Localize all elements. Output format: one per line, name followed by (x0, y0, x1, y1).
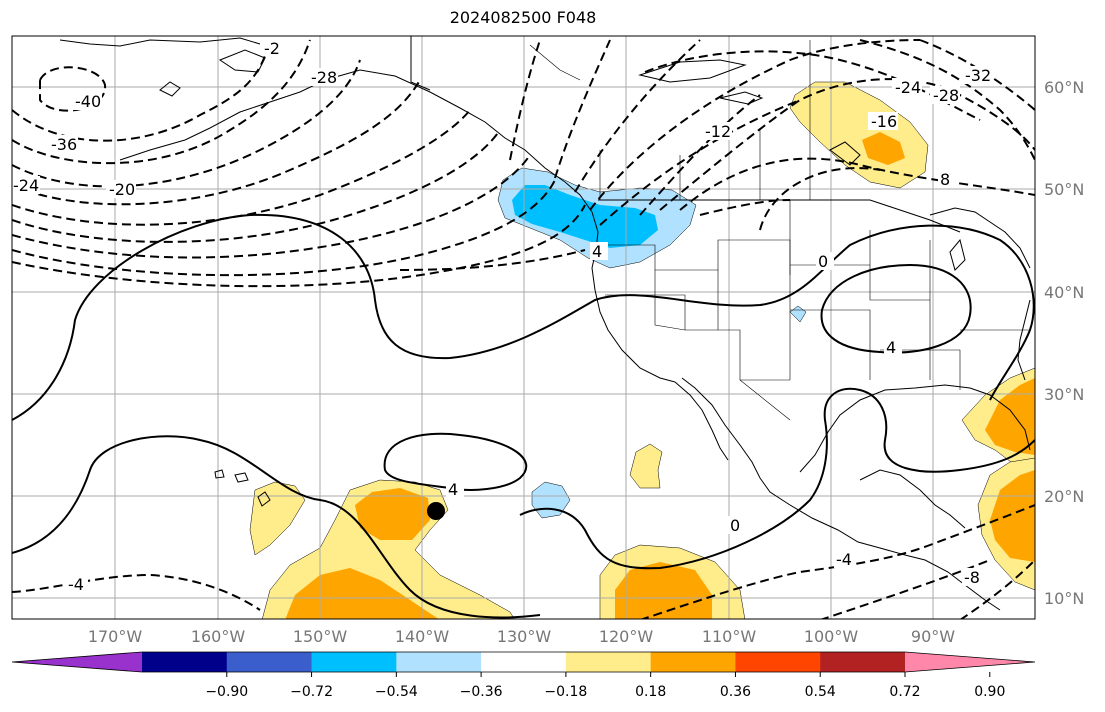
lon-label: 90°W (911, 627, 955, 646)
svg-text:12: 12 (705, 128, 725, 147)
colorbar-segment (226, 652, 313, 672)
lat-label: 20°N (1044, 487, 1084, 506)
colorbar-tick-label: 0.54 (805, 684, 836, 700)
lat-label: 30°N (1044, 385, 1084, 404)
colorbar-tick-label: −0.90 (205, 684, 248, 700)
colorbar-tick-label: 0.36 (720, 684, 751, 700)
svg-text:4: 4 (592, 242, 602, 261)
lon-label: 140°W (395, 627, 450, 646)
svg-text:4: 4 (886, 338, 896, 357)
colorbar-segment (820, 652, 906, 672)
lat-label: 40°N (1044, 283, 1084, 302)
colorbar-tick-label: −0.72 (290, 684, 333, 700)
latitude-axis: 10°N 20°N 30°N 40°N 50°N 60°N (1044, 78, 1084, 608)
solid-contours (12, 213, 1035, 619)
svg-text:-8: -8 (964, 568, 980, 587)
svg-text:-28: -28 (311, 68, 337, 87)
colorbar-tick-label: 0.18 (635, 684, 666, 700)
svg-text:-36: -36 (51, 135, 77, 154)
state-borders (529, 40, 1030, 421)
colorbar-tick-label: 0.90 (974, 684, 1005, 700)
svg-text:-16: -16 (871, 112, 897, 131)
colorbar-tick-label: −0.54 (375, 684, 418, 700)
colorbar-segment (311, 652, 397, 672)
colorbar-tick-label: −0.36 (460, 684, 503, 700)
graticule (12, 36, 1035, 619)
svg-text:-4: -4 (68, 575, 84, 594)
svg-text:-32: -32 (965, 66, 991, 85)
lon-label: 130°W (497, 627, 552, 646)
svg-text:-12: -12 (705, 122, 731, 141)
map-title: 2024082500 F048 (449, 8, 597, 27)
contour-labels: -40 -36 -24 -20 -28 -2 -12 -16 -24 -28 -… (12, 39, 992, 594)
colorbar-segment (142, 652, 228, 672)
colorbar-tick-label: 0.72 (889, 684, 920, 700)
longitude-axis: 170°W 160°W 150°W 140°W 130°W 120°W 110°… (88, 627, 955, 646)
colorbar-extend-high (905, 652, 1035, 672)
svg-text:-24: -24 (895, 78, 921, 97)
colorbar-segment (650, 652, 736, 672)
lat-label: 50°N (1044, 180, 1084, 199)
lon-label: 110°W (702, 627, 757, 646)
svg-text:-40: -40 (75, 92, 101, 111)
lat-label: 60°N (1044, 78, 1084, 97)
colorbar-segment (565, 652, 652, 672)
svg-text:0: 0 (730, 516, 740, 535)
colorbar-outline (11, 651, 1036, 673)
svg-text:-2: -2 (264, 39, 280, 58)
svg-text:4: 4 (448, 480, 458, 499)
coastlines (59, 36, 1031, 611)
location-marker (427, 502, 445, 520)
lon-label: 170°W (88, 627, 143, 646)
svg-text:-28: -28 (933, 86, 959, 105)
svg-text:8: 8 (940, 170, 950, 189)
svg-text:-4: -4 (836, 550, 852, 569)
map-frame (11, 35, 1036, 620)
colorbar-extend-low (12, 652, 142, 672)
colorbar-segment (396, 652, 482, 672)
colorbar: −0.90 −0.72 −0.54 −0.36 −0.18 0.18 0.36 0.54 0.7… (11, 651, 1036, 700)
lon-label: 150°W (293, 627, 348, 646)
svg-text:0: 0 (818, 252, 828, 271)
lon-label: 100°W (804, 627, 859, 646)
lon-label: 120°W (599, 627, 654, 646)
colorbar-segment (735, 652, 821, 672)
svg-text:-20: -20 (109, 180, 135, 199)
colorbar-segment (481, 652, 567, 672)
lon-label: 160°W (191, 627, 246, 646)
colorbar-tick-label: −0.18 (544, 684, 587, 700)
svg-text:-24: -24 (13, 176, 39, 195)
lat-label: 10°N (1044, 589, 1084, 608)
